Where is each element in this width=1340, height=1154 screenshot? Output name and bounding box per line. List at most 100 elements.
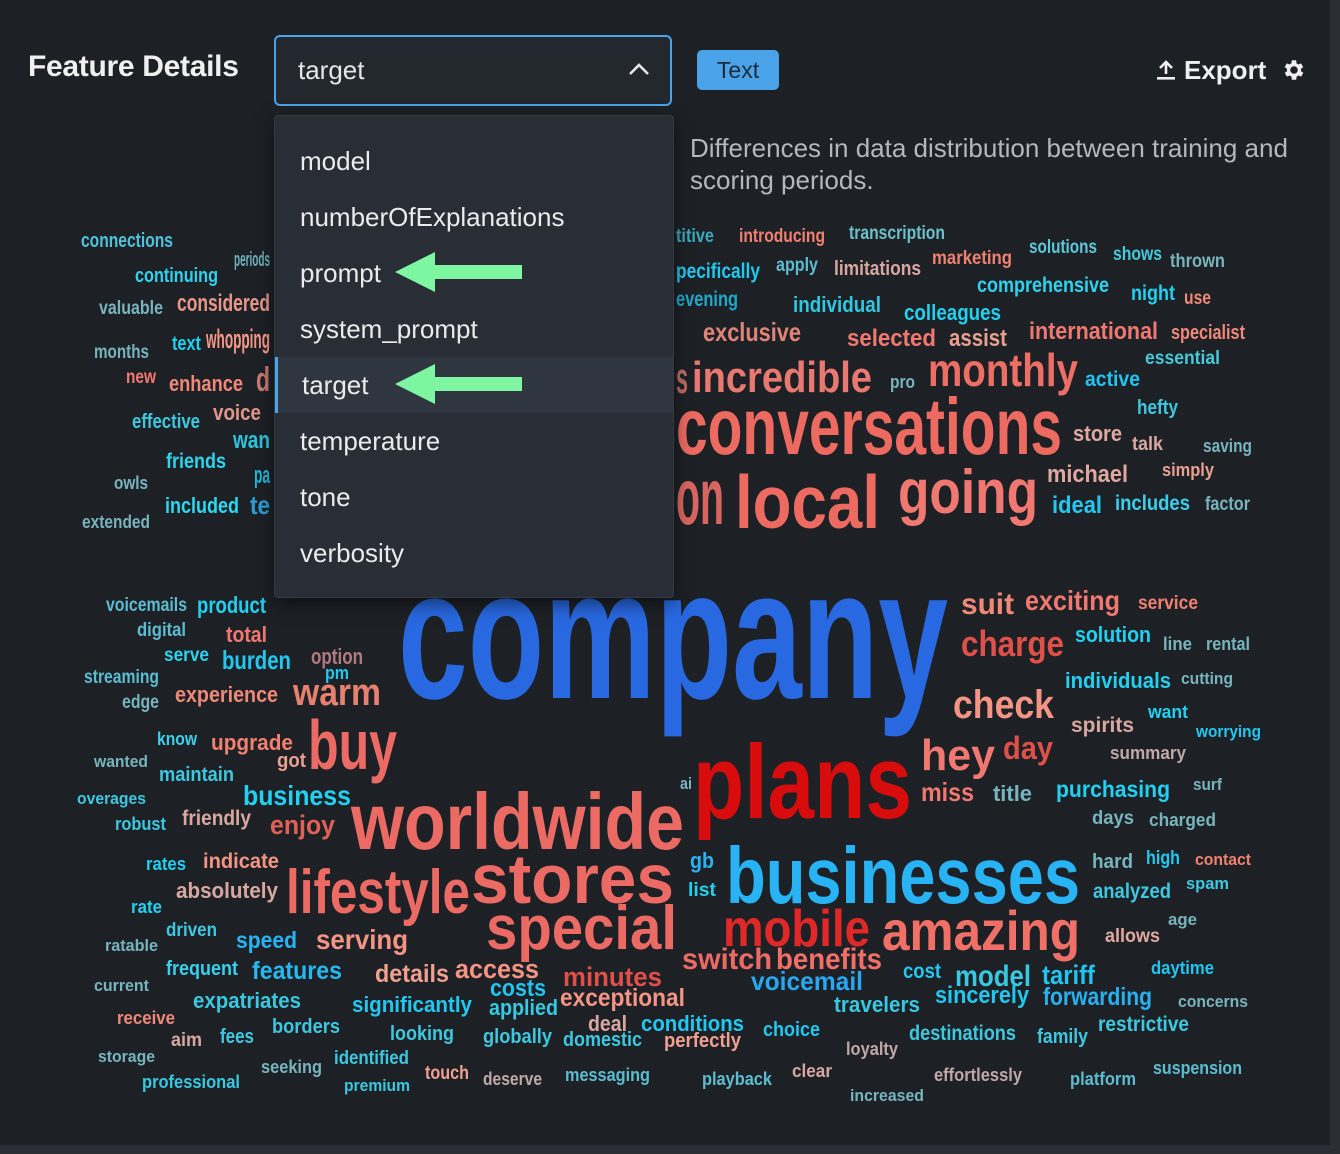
word-option: option [311, 643, 363, 669]
word-titive: titive [676, 225, 714, 247]
word-thrown: thrown [1170, 250, 1225, 272]
word-domestic: domestic [563, 1029, 642, 1052]
word-title: title [993, 780, 1032, 806]
word-rental: rental [1206, 633, 1250, 654]
word-exclusive: exclusive [703, 316, 801, 347]
word-on: on [676, 451, 724, 541]
word-benefits: benefits [776, 942, 882, 976]
word-monthly: monthly [928, 343, 1078, 396]
word-evening: evening [676, 288, 738, 312]
word-ai: ai [680, 774, 692, 794]
gear-icon[interactable] [1281, 57, 1307, 83]
word-day: day [1003, 730, 1053, 767]
option-numberofexplanations[interactable]: numberOfExplanations [300, 202, 565, 232]
word-apply: apply [776, 254, 818, 276]
word-increased: increased [850, 1086, 924, 1106]
word-professional: professional [142, 1071, 240, 1092]
word-summary: summary [1110, 743, 1186, 764]
word-clear: clear [792, 1060, 832, 1081]
word-details: details [375, 959, 449, 988]
export-label: Export [1184, 54, 1267, 85]
word-saving: saving [1203, 435, 1252, 456]
word-tariff: tariff [1042, 960, 1095, 991]
word-enhance: enhance [169, 370, 243, 396]
word-voice: voice [213, 399, 261, 425]
word-daytime: daytime [1151, 957, 1214, 978]
word-premium: premium [344, 1076, 410, 1096]
word-marketing: marketing [932, 247, 1012, 269]
word-enjoy: enjoy [270, 810, 335, 841]
word-hard: hard [1092, 851, 1133, 874]
word-surf: surf [1193, 775, 1222, 795]
word-extended: extended [82, 511, 150, 532]
word-expatriates: expatriates [193, 987, 301, 1013]
export-button[interactable]: Export [1156, 52, 1266, 88]
word-family: family [1037, 1026, 1088, 1049]
word-effortlessly: effortlessly [934, 1064, 1022, 1085]
word-periods: periods [234, 249, 270, 272]
word-pro: pro [890, 372, 915, 393]
word-rate: rate [131, 896, 162, 917]
word-costs: costs [490, 975, 546, 1003]
word-company: company [398, 532, 948, 739]
word-fees: fees [220, 1026, 254, 1049]
word-overages: overages [77, 788, 146, 808]
page-title: Feature Details [28, 50, 239, 83]
word-exceptional: exceptional [560, 983, 685, 1012]
feature-select[interactable]: target [274, 35, 672, 106]
word-store: store [1073, 420, 1122, 446]
chevron-up-icon [629, 63, 649, 75]
word-forwarding: forwarding [1043, 982, 1152, 1011]
word-know: know [157, 728, 197, 749]
option-system-prompt[interactable]: system_prompt [300, 314, 478, 344]
word-worldwide: worldwide [351, 776, 684, 866]
annotation-arrow-target-icon [395, 364, 522, 404]
word-factor: factor [1205, 493, 1250, 515]
word-cutting: cutting [1181, 669, 1233, 689]
word-loyalty: loyalty [846, 1038, 898, 1059]
word-want: want [1148, 701, 1188, 722]
word-mobile: mobile [723, 899, 870, 958]
word-businesses: businesses [726, 830, 1080, 920]
word-touch: touch [425, 1062, 469, 1084]
word-charge: charge [961, 623, 1064, 665]
word-globally: globally [483, 1026, 552, 1049]
word-owls: owls [114, 472, 148, 493]
word-conditions: conditions [641, 1010, 744, 1036]
word-looking: looking [390, 1023, 454, 1046]
option-prompt[interactable]: prompt [300, 258, 381, 288]
word-applied: applied [489, 994, 558, 1020]
word-streaming: streaming [84, 666, 159, 688]
word-incredible: incredible [692, 353, 872, 403]
word-perfectly: perfectly [664, 1030, 741, 1053]
word-michael: michael [1047, 461, 1128, 489]
word-amazing: amazing [882, 898, 1080, 962]
word-connections: connections [81, 230, 173, 253]
word-got: got [277, 750, 306, 773]
word-seeking: seeking [261, 1056, 322, 1077]
word-restrictive: restrictive [1098, 1013, 1189, 1037]
word-current: current [94, 976, 149, 996]
option-model[interactable]: model [300, 146, 371, 176]
word-local: local [735, 459, 880, 544]
word-hey: hey [921, 731, 995, 781]
word-maintain: maintain [159, 764, 234, 787]
word-absolutely: absolutely [176, 877, 278, 903]
word-purchasing: purchasing [1056, 775, 1170, 802]
word-business: business [243, 780, 351, 812]
word-robust: robust [115, 813, 166, 834]
option-verbosity[interactable]: verbosity [300, 538, 405, 568]
option-temperature[interactable]: temperature [300, 426, 441, 456]
word-miss: miss [921, 776, 974, 807]
word-age: age [1168, 909, 1197, 929]
option-tone[interactable]: tone [300, 482, 351, 512]
word-shows: shows [1113, 243, 1162, 265]
word-model: model [955, 959, 1031, 993]
annotation-arrow-prompt-icon [395, 252, 522, 292]
word-travelers: travelers [834, 991, 920, 1017]
word-features: features [252, 956, 342, 985]
word-included: included [165, 492, 239, 518]
word-service: service [1138, 592, 1198, 614]
word-friendly: friendly [182, 807, 251, 831]
